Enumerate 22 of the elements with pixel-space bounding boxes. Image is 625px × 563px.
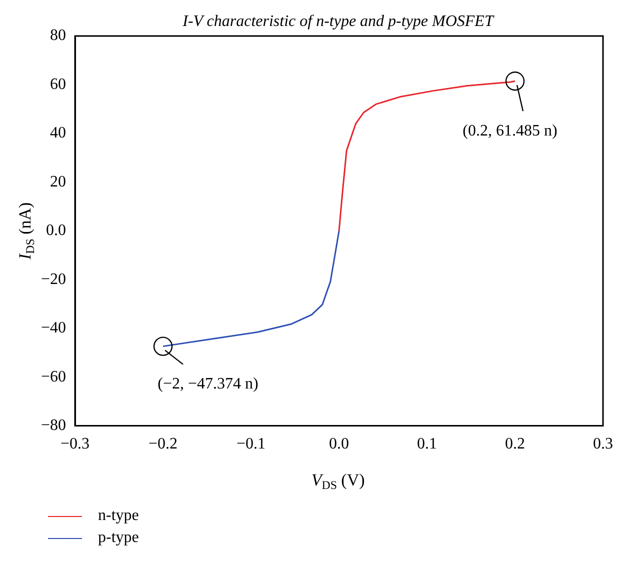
- y-tick-label: 0.0: [46, 222, 66, 240]
- x-tick-label: 0.3: [593, 436, 613, 453]
- x-tick-label: 0.1: [417, 436, 438, 453]
- y-tick-label: 60: [50, 76, 66, 93]
- x-tick-label: 0.2: [505, 436, 526, 453]
- y-tick-label: 20: [50, 173, 66, 190]
- y-axis-title: IDS (nA): [15, 202, 38, 261]
- legend-label: p-type: [98, 529, 139, 547]
- x-tick-label: −0.3: [60, 436, 90, 453]
- x-tick-label: −0.2: [148, 436, 178, 453]
- y-tick-label: −40: [40, 320, 66, 337]
- legend-label: n-type: [98, 507, 139, 525]
- chart-title: I-V characteristic of n-type and p-type MOSFET: [182, 13, 494, 30]
- annotation: (−2, −47.374 n): [158, 376, 258, 393]
- y-tick-label: −60: [40, 368, 66, 386]
- y-tick-label: 40: [50, 124, 66, 142]
- annotation: (0.2, 61.485 n): [462, 122, 558, 140]
- y-tick-label: −80: [40, 417, 66, 434]
- x-tick-label: −0.1: [236, 436, 266, 453]
- x-tick-label: 0.0: [329, 436, 350, 453]
- y-tick-label: 80: [50, 27, 66, 44]
- y-tick-label: −20: [40, 270, 66, 288]
